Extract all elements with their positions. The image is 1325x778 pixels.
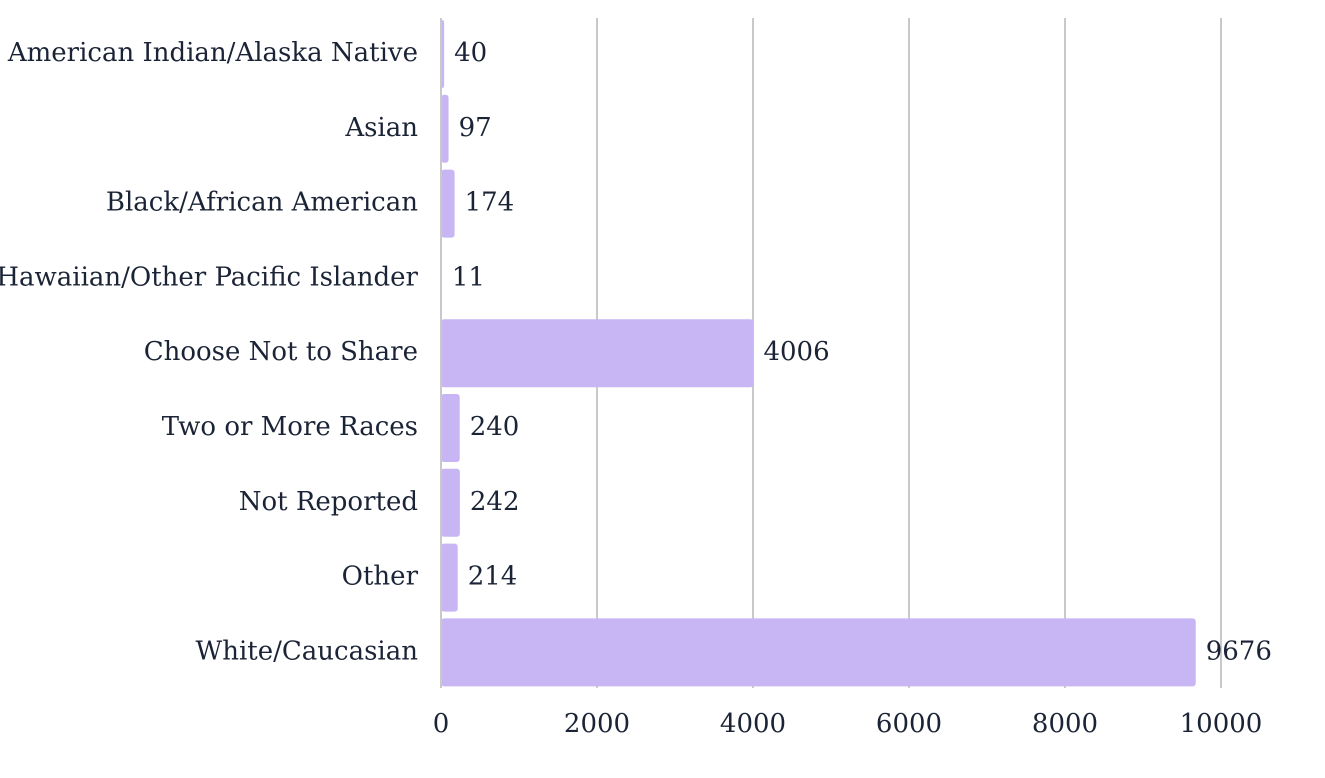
value-label-3: 174 [465, 188, 515, 218]
x-tick-labels: 0 2000 4000 6000 8000 10000 [433, 709, 1263, 739]
value-labels: 40 97 174 11 4006 240 242 214 9676 [452, 38, 1272, 666]
value-label-2: 97 [459, 113, 492, 143]
x-tick-label-0: 0 [433, 709, 450, 739]
category-label-6: Two or More Races [162, 412, 418, 442]
bar-8 [441, 543, 458, 612]
bar-9 [441, 618, 1196, 687]
x-tick-label-8000: 8000 [1032, 709, 1098, 739]
value-label-9: 9676 [1206, 636, 1272, 666]
category-label-9: White/Caucasian [196, 636, 419, 666]
bar-6 [441, 394, 460, 462]
category-label-1: American Indian/Alaska Native [7, 38, 418, 68]
value-label-6: 240 [470, 412, 520, 442]
bar-2 [441, 94, 449, 163]
bar-7 [441, 468, 460, 537]
value-label-4: 11 [452, 262, 485, 292]
category-labels: American Indian/Alaska Native Asian Black/… [0, 38, 419, 666]
value-label-7: 242 [470, 487, 520, 517]
value-label-8: 214 [468, 562, 518, 592]
x-tick-label-6000: 6000 [876, 709, 942, 739]
bars [441, 20, 1196, 687]
category-label-4: Hawaiian/Other Pacific Islander [0, 262, 419, 292]
category-label-8: Other [342, 562, 419, 592]
category-label-3: Black/African American [106, 188, 418, 218]
value-label-5: 4006 [763, 337, 829, 367]
value-label-1: 40 [454, 38, 487, 68]
category-label-7: Not Reported [239, 487, 418, 517]
gridlines [596, 18, 1222, 688]
x-tick-label-2000: 2000 [564, 709, 630, 739]
x-tick-label-10000: 10000 [1180, 709, 1263, 739]
bar-3 [441, 169, 455, 238]
bar-5 [441, 319, 754, 388]
category-label-5: Choose Not to Share [144, 337, 418, 367]
category-label-2: Asian [344, 113, 418, 143]
x-tick-label-4000: 4000 [720, 709, 786, 739]
